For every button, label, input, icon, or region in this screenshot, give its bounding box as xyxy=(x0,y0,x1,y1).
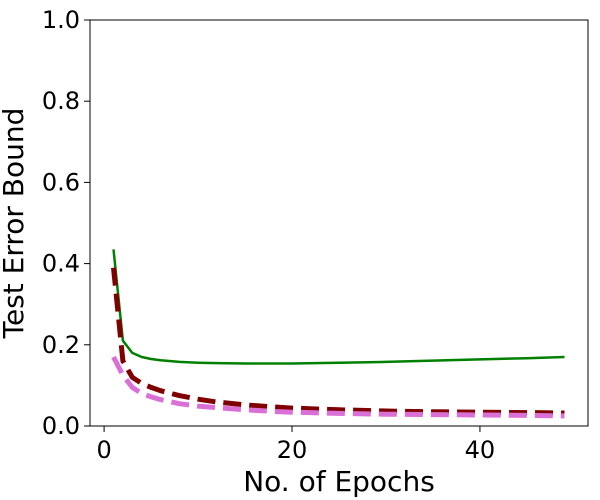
series-line-1 xyxy=(112,249,565,365)
y-tick-label: 0.8 xyxy=(42,87,80,115)
y-tick-label: 0.6 xyxy=(42,168,80,196)
x-tick-label: 0 xyxy=(96,436,111,464)
plot-lines xyxy=(111,249,565,419)
x-tick-label: 20 xyxy=(277,436,308,464)
y-tick-label: 0.2 xyxy=(42,331,80,359)
y-axis-label: Test Error Bound xyxy=(0,108,30,340)
x-axis-ticks: 0 20 40 xyxy=(96,426,495,464)
y-axis-ticks: 0.0 0.2 0.4 0.6 0.8 1.0 xyxy=(42,6,90,440)
plot-frame xyxy=(89,19,589,427)
y-tick-label: 0.4 xyxy=(42,250,80,278)
y-tick-label: 0.0 xyxy=(42,412,80,440)
series-line-3 xyxy=(111,355,565,419)
x-axis-label: No. of Epochs xyxy=(243,465,435,498)
series-line-2 xyxy=(111,267,565,416)
y-tick-label: 1.0 xyxy=(42,6,80,34)
x-tick-label: 40 xyxy=(465,436,496,464)
